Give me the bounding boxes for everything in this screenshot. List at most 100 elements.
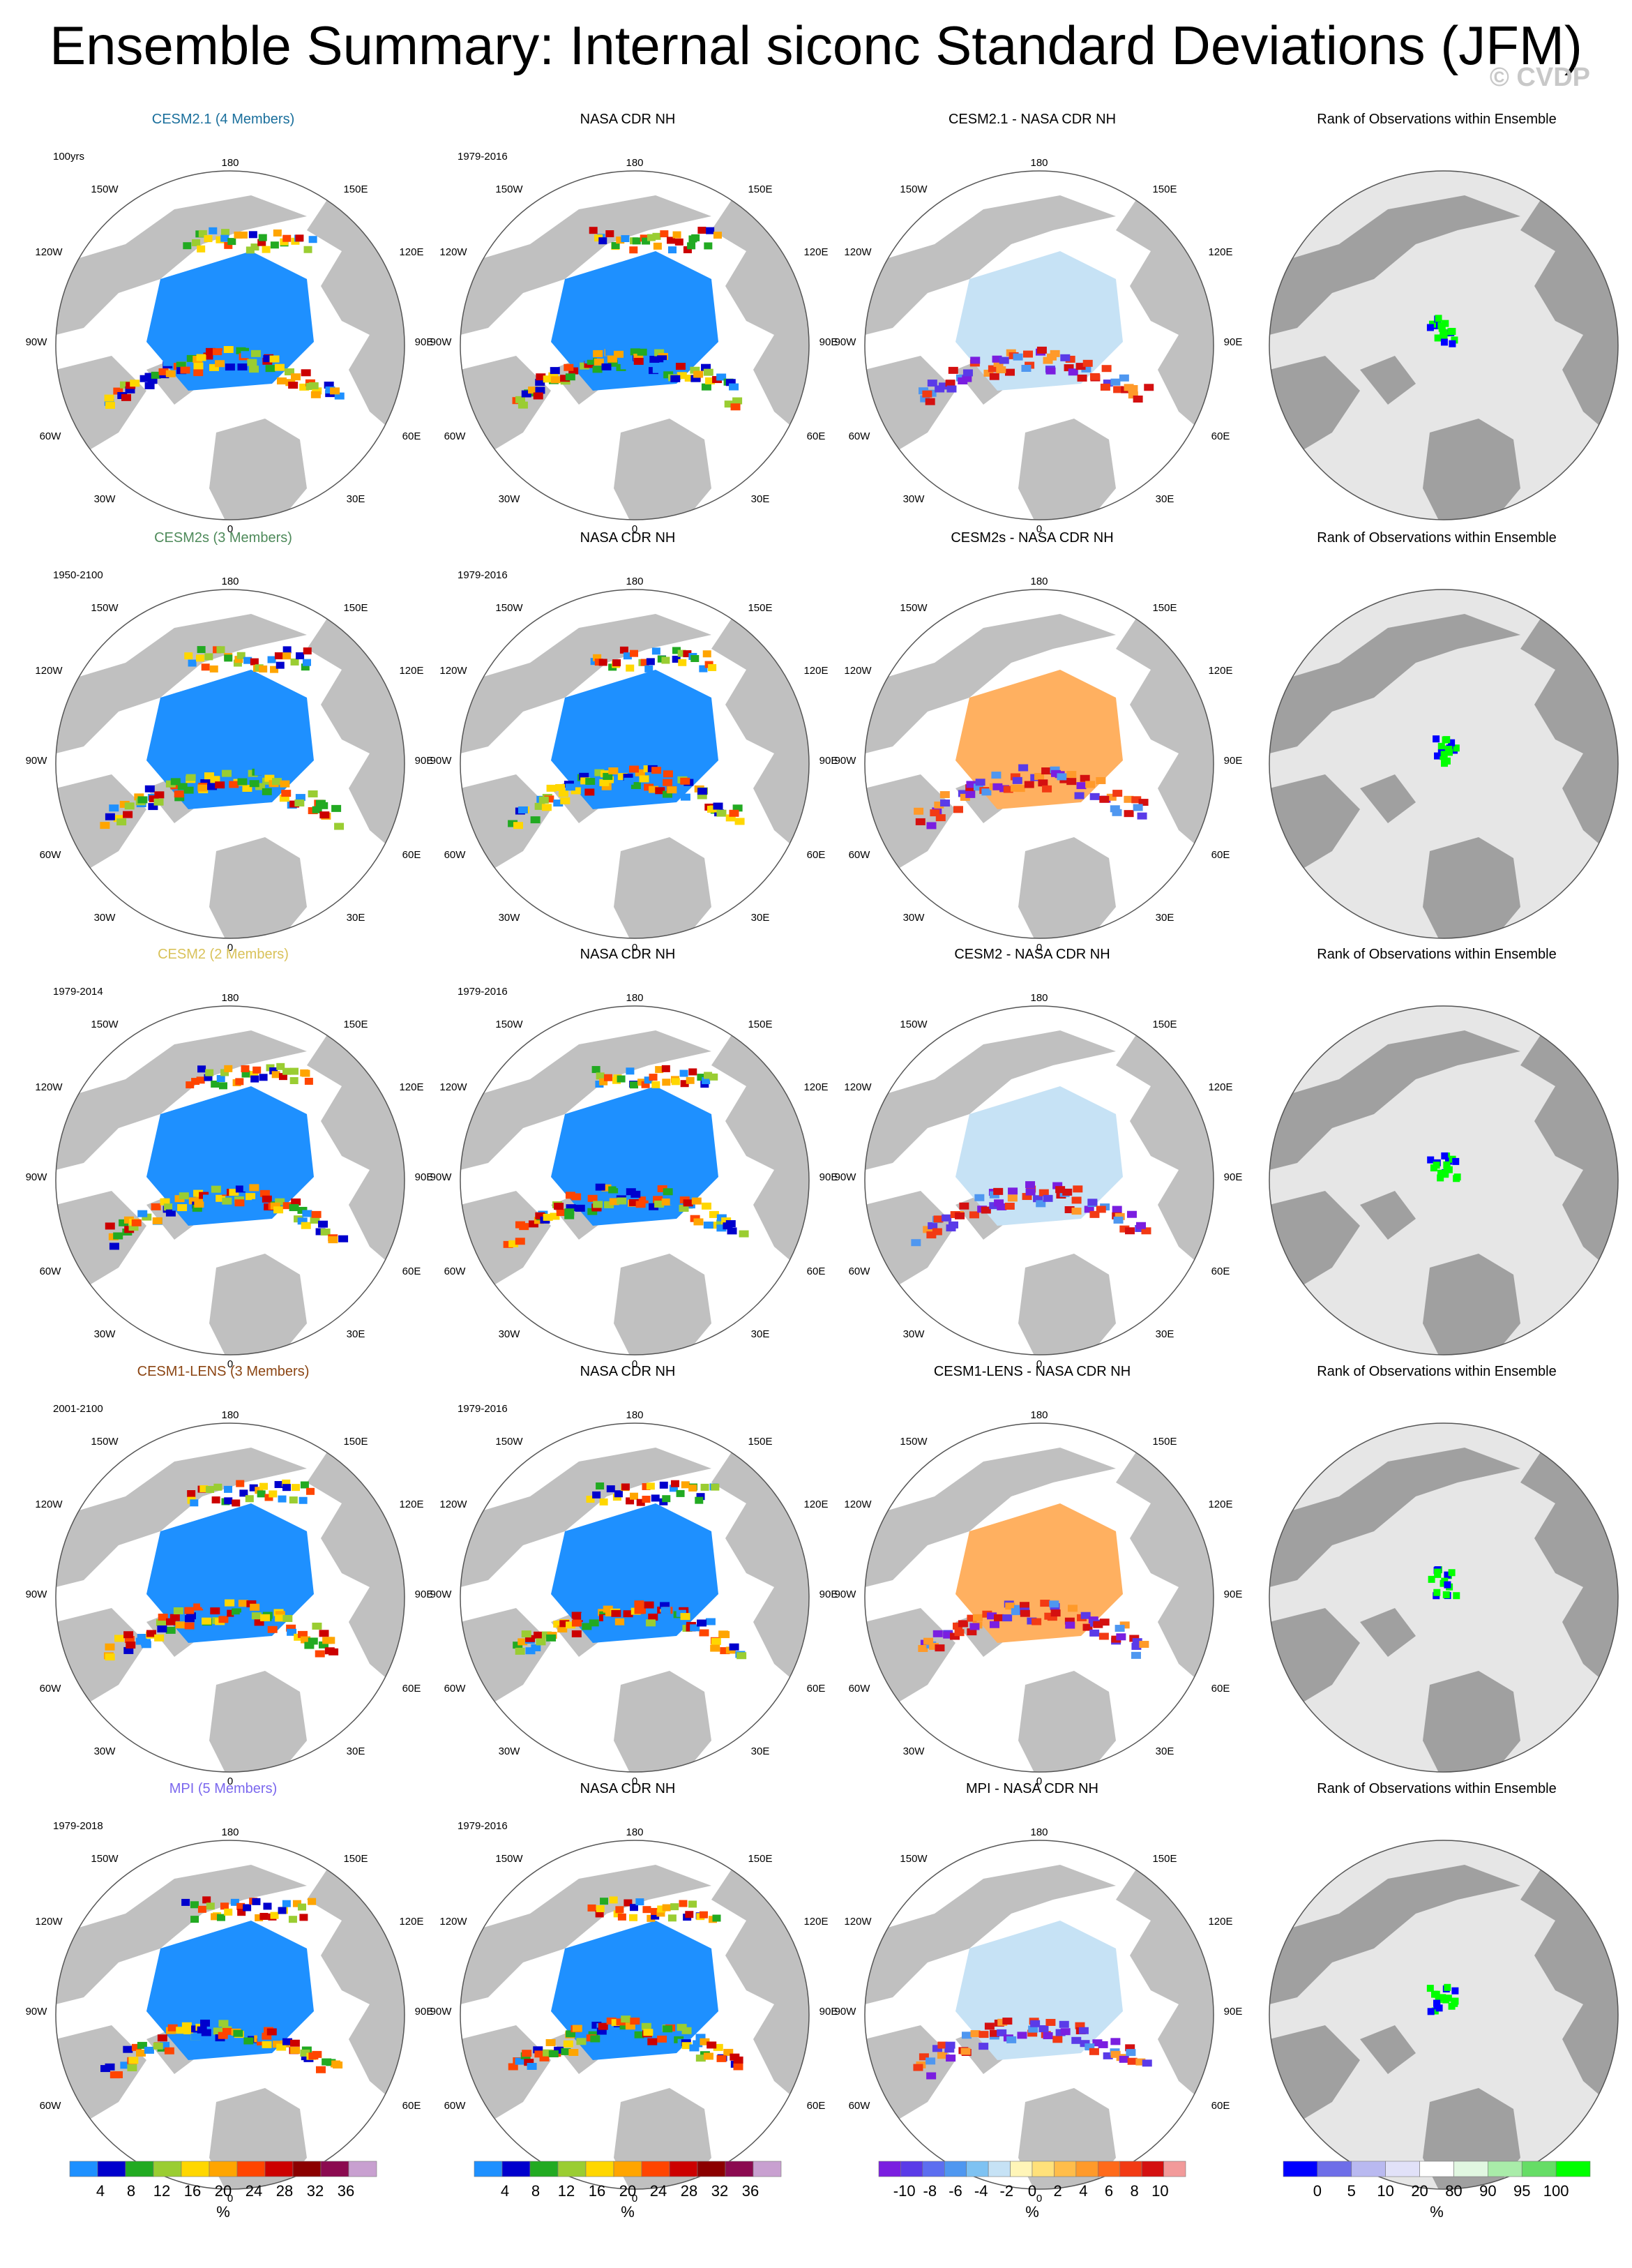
- lon-label-upper_left: 150W: [900, 1853, 928, 1865]
- rank-cell: [1453, 1592, 1460, 1600]
- rank-panel-title: Rank of Observations within Ensemble: [1317, 947, 1557, 962]
- variance-cell: [100, 822, 110, 829]
- variance-cell: [711, 1637, 721, 1645]
- variance-cell: [696, 1493, 705, 1501]
- diff-cell: [1142, 2059, 1152, 2067]
- variance-cell: [592, 1491, 601, 1499]
- page-title: Ensemble Summary: Internal siconc Standa…: [50, 15, 1582, 76]
- variance-cell: [662, 1904, 671, 1912]
- variance-cell: [646, 1482, 655, 1490]
- lon-label-bottom: 0: [227, 523, 233, 535]
- variance-cell: [693, 370, 704, 378]
- lon-label-top: 180: [626, 157, 643, 169]
- variance-cell: [604, 1201, 614, 1208]
- lon-label-mid_lower_left: 60W: [849, 1266, 871, 1277]
- variance-cell: [681, 2027, 692, 2034]
- lon-label-upper_left: 150W: [495, 1436, 523, 1448]
- lon-label-upper_left: 150W: [495, 602, 523, 614]
- lon-label-upper_left: 150W: [900, 183, 928, 195]
- variance-cell: [635, 1201, 646, 1208]
- variance-cell: [652, 232, 661, 240]
- variance-cell: [703, 368, 713, 376]
- variance-cell: [697, 1619, 707, 1627]
- land-mass: [460, 1191, 551, 1289]
- variance-cell: [158, 368, 169, 376]
- lon-label-right: 90E: [1224, 2006, 1243, 2018]
- variance-cell: [291, 1484, 300, 1492]
- diff-cell: [1084, 1206, 1094, 1213]
- lon-label-mid_lower_left: 60W: [40, 849, 62, 861]
- colorbar-swatch: [209, 2161, 238, 2177]
- colorbar-tick-label: 10: [1377, 2182, 1393, 2200]
- variance-cell: [663, 1188, 673, 1196]
- variance-cell: [301, 369, 311, 377]
- diff-cell: [1133, 395, 1143, 403]
- variance-cell: [193, 362, 204, 370]
- diff-cell: [939, 791, 950, 799]
- colorbar-tick-label: -4: [974, 2182, 988, 2200]
- map-border: [55, 170, 405, 520]
- diff-cell: [960, 793, 970, 801]
- colorbar-swatch: [1032, 2161, 1055, 2177]
- variance-cell: [334, 392, 345, 400]
- map-border: [55, 1840, 405, 2190]
- diff-cell: [969, 1211, 979, 1219]
- colorbar-tick-label: 28: [681, 2182, 697, 2200]
- variance-cell: [184, 652, 193, 660]
- obs-panel: NASA CDR NH 1979-2016 180 0 150W 150E 120W 120E…: [430, 1364, 838, 1787]
- variance-cell: [163, 1203, 174, 1211]
- diff-cell: [1096, 1206, 1106, 1213]
- diff-cell: [1012, 776, 1022, 784]
- variance-cell: [546, 1634, 557, 1642]
- variance-cell: [147, 377, 158, 384]
- diff-cell: [1007, 1194, 1018, 1202]
- variance-cell: [662, 1495, 671, 1503]
- colorbar-swatch: [529, 2161, 559, 2177]
- map-border: [460, 1840, 810, 2190]
- variance-cell: [263, 355, 273, 363]
- variance-cell: [288, 382, 299, 389]
- diff-cell: [994, 1199, 1004, 1207]
- lon-label-mid_lower_left: 60W: [40, 430, 62, 442]
- map-border: [1269, 170, 1619, 520]
- variance-cell: [672, 231, 681, 239]
- variance-cell: [688, 1484, 697, 1492]
- variance-cell: [289, 2039, 300, 2047]
- colorbar-tick-label: 12: [153, 2182, 170, 2200]
- variance-cell: [262, 788, 272, 795]
- variance-cell: [154, 1634, 165, 1642]
- rank-cell: [1434, 1570, 1442, 1578]
- diff-cell: [1060, 2028, 1071, 2036]
- lon-label-mid_lower_left: 60W: [444, 2100, 467, 2112]
- lon-label-lower_left: 30W: [903, 912, 925, 924]
- variance-cell: [661, 656, 670, 664]
- variance-cell: [210, 1607, 220, 1615]
- lon-label-mid_upper_right: 120E: [803, 246, 828, 258]
- variance-cell: [720, 1631, 730, 1639]
- land-mass: [1360, 356, 1416, 405]
- colorbar-swatch: [69, 2161, 98, 2177]
- land-mass: [614, 419, 711, 520]
- variance-cell: [318, 1641, 328, 1649]
- lon-label-mid_upper_left: 120W: [439, 1916, 467, 1928]
- variance-cell: [215, 781, 225, 789]
- variance-cell: [660, 1602, 670, 1609]
- variance-cell: [250, 1075, 259, 1083]
- polar-map: 180 0 150W 150E 120W 120E 90W 90E 60W 60E 30W 30E: [430, 157, 838, 535]
- variance-cell: [598, 2022, 608, 2030]
- diff-cell: [997, 1203, 1007, 1210]
- diff-panel: CESM2 - NASA CDR NH 180 0 150W 150E 120W 120E 9…: [835, 947, 1243, 1370]
- variance-cell: [300, 2049, 310, 2057]
- diff-cell: [935, 814, 946, 822]
- land-mass: [460, 1448, 711, 1587]
- variance-cell: [560, 797, 571, 804]
- variance-cell: [625, 2022, 635, 2030]
- variance-cell: [308, 2052, 319, 2060]
- variance-cell: [614, 1618, 625, 1625]
- variance-cell: [197, 245, 206, 253]
- rank-cell: [1435, 2004, 1443, 2012]
- lon-label-mid_upper_right: 120E: [803, 1081, 828, 1093]
- diff-panel: CESM2.1 - NASA CDR NH 180 0 150W 150E 120W 120…: [835, 112, 1243, 535]
- land-mass: [1423, 1254, 1520, 1355]
- variance-cell: [255, 1914, 264, 1921]
